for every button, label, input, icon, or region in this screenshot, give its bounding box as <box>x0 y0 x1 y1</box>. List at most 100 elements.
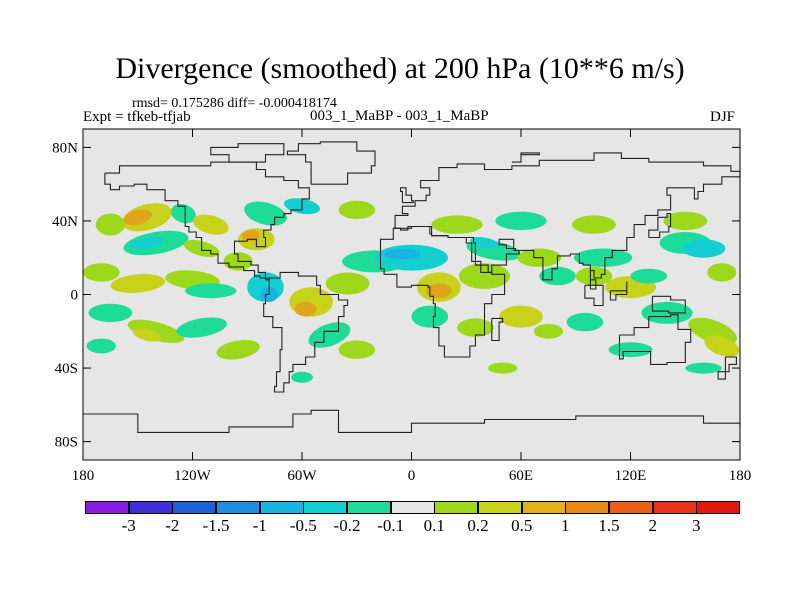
colorbar-swatch <box>259 501 304 514</box>
lon-tick-label: 180 <box>729 468 752 484</box>
divergence-contour-neg-weak <box>291 371 313 383</box>
divergence-contour-neg-weak <box>685 362 722 374</box>
divergence-contour-pos-weak <box>338 200 376 220</box>
divergence-contour-neg-weak <box>185 283 237 299</box>
divergence-contour-pos-weak <box>457 318 494 337</box>
colorbar-swatch <box>521 501 566 514</box>
coastline <box>400 187 414 204</box>
colorbar-label: -1 <box>252 516 267 535</box>
coastline <box>210 143 285 163</box>
divergence-contour-pos-strong <box>123 209 153 226</box>
divergence-contour-neg-weak <box>539 266 576 286</box>
divergence-contour-neg-weak <box>244 201 287 226</box>
coastline <box>104 161 310 281</box>
lon-tick-label: 0 <box>408 468 416 484</box>
comparison-label: 003_1_MaBP - 003_1_MaBP <box>310 108 489 124</box>
lon-tick-label: 60E <box>509 468 533 484</box>
coastline <box>286 141 376 185</box>
divergence-contour-neg-strong <box>384 248 421 260</box>
colorbar-label: 1 <box>561 516 570 535</box>
map-title: Divergence (smoothed) at 200 hPa (10**6 … <box>115 52 685 85</box>
colorbar-swatch <box>390 501 435 514</box>
divergence-contour-neg-weak <box>308 322 351 348</box>
divergence-contour-pos-strong <box>426 283 452 299</box>
lon-tick-label: 120W <box>174 468 212 484</box>
colorbar-label: 0.1 <box>423 516 445 535</box>
divergence-contour-pos-weak <box>216 339 260 360</box>
divergence-contour-pos-mid <box>132 328 162 342</box>
divergence-contour-pos-weak <box>325 272 370 295</box>
colorbar-label: -1.5 <box>202 516 230 535</box>
colorbar-swatch <box>696 501 741 514</box>
colorbar-swatch <box>172 501 217 514</box>
divergence-contour-pos-mid <box>499 305 543 328</box>
divergence-contour-neg-weak <box>176 317 227 338</box>
divergence-contour-neg-weak <box>86 338 116 354</box>
divergence-contour-pos-weak <box>431 215 483 234</box>
colorbar-label: 3 <box>692 516 701 535</box>
divergence-contour-pos-weak <box>95 213 125 236</box>
divergence-contour-neg-mid <box>681 239 726 258</box>
lat-tick-label: 80S <box>55 435 78 451</box>
divergence-contour-pos-weak <box>488 362 518 374</box>
colorbar-label: 2 <box>648 516 657 535</box>
colorbar-swatch <box>347 501 392 514</box>
divergence-contour-pos-strong <box>294 301 317 317</box>
colorbar-swatch <box>303 501 348 514</box>
lon-tick-label: 180 <box>72 468 95 484</box>
coastline <box>491 317 504 342</box>
divergence-contour-neg-weak <box>573 248 633 267</box>
colorbar-label: 0.2 <box>467 516 489 535</box>
divergence-contour-neg-weak <box>495 211 547 231</box>
divergence-contour-pos-weak <box>338 340 376 359</box>
colorbar-label: -0.5 <box>289 516 317 535</box>
divergence-contour-pos-mid <box>704 335 740 357</box>
coastline <box>263 271 349 393</box>
colorbar-swatch <box>565 501 610 514</box>
colorbar-label: 1.5 <box>598 516 620 535</box>
coastline <box>584 284 604 307</box>
divergence-contour-pos-weak <box>458 263 511 289</box>
season-label: DJF <box>710 109 736 125</box>
colorbar-swatch <box>609 501 654 514</box>
divergence-contour-pos-weak <box>707 263 737 282</box>
divergence-contour-pos-mid <box>192 214 229 235</box>
coastline <box>618 314 692 365</box>
stats-line: rmsd= 0.175286 diff= -0.000418174 <box>132 96 337 111</box>
colorbar-swatch <box>478 501 523 514</box>
divergence-contour-neg-weak <box>630 268 668 284</box>
divergence-contour-neg-weak <box>608 342 653 358</box>
divergence-contour-pos-weak <box>83 263 120 282</box>
coastline <box>717 356 737 380</box>
colorbar-swatch <box>85 501 130 514</box>
colorbar-swatch <box>216 501 261 514</box>
lat-tick-label: 40S <box>55 361 78 377</box>
divergence-contour-pos-weak <box>663 211 708 231</box>
coastline <box>379 225 506 358</box>
coastline <box>609 281 628 301</box>
colorbar-swatch <box>128 501 173 514</box>
divergence-contour-pos-weak <box>127 319 185 343</box>
expt-label: Expt = tfkeb-tfjab <box>83 109 191 125</box>
divergence-contour-neg-weak <box>411 305 449 328</box>
colorbar-label: 0.5 <box>511 516 533 535</box>
colorbar-label: -0.1 <box>377 516 405 535</box>
divergence-contour-neg-mid <box>470 237 499 249</box>
lon-tick-label: 60W <box>287 468 317 484</box>
divergence-contour-neg-weak <box>88 303 133 323</box>
divergence-contour-neg-weak <box>566 312 604 332</box>
colorbar-swatch <box>434 501 479 514</box>
divergence-contour-neg-mid <box>130 236 164 250</box>
coastline <box>511 152 540 163</box>
colorbar-label: -2 <box>165 516 180 535</box>
coastline <box>651 295 686 314</box>
colorbar-label: -0.2 <box>333 516 361 535</box>
divergence-contour-pos-mid <box>110 274 166 293</box>
lat-tick-label: 80N <box>52 140 78 156</box>
lat-tick-label: 40N <box>52 214 78 230</box>
coastline <box>393 152 741 290</box>
coastline <box>83 409 741 433</box>
colorbar-label: -3 <box>121 516 136 535</box>
lon-tick-label: 120E <box>615 468 647 484</box>
